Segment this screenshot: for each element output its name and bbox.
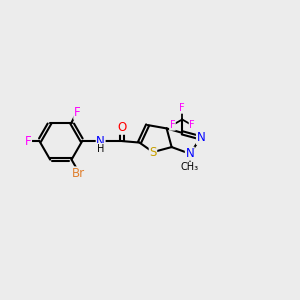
Text: CH₃: CH₃ (181, 162, 199, 172)
Text: F: F (189, 120, 195, 130)
Text: O: O (117, 121, 127, 134)
Text: F: F (179, 103, 185, 113)
Text: N: N (96, 135, 105, 148)
Text: N: N (196, 131, 205, 144)
Text: H: H (97, 143, 104, 154)
Text: F: F (74, 106, 80, 119)
Text: S: S (149, 146, 157, 159)
Text: F: F (25, 135, 32, 148)
Text: Br: Br (72, 167, 85, 180)
Text: N: N (185, 147, 194, 160)
Text: F: F (169, 120, 175, 130)
